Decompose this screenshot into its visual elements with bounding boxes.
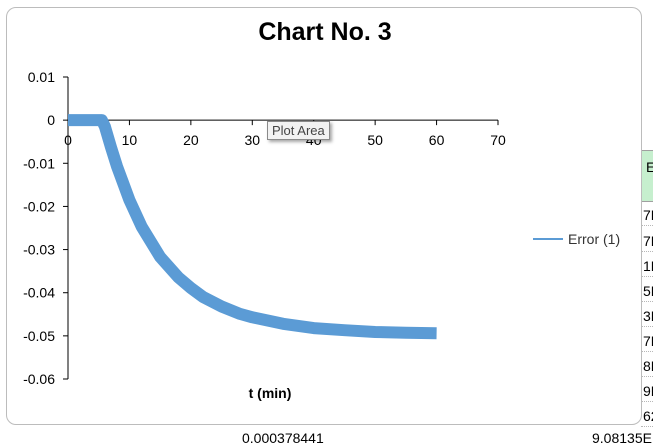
plot-area-tooltip: Plot Area (267, 121, 330, 140)
x-tick-label: 0 (64, 132, 72, 148)
y-tick-label: -0.01 (23, 155, 55, 171)
y-tick-label: -0.02 (23, 198, 55, 214)
series-line-error-1[interactable] (68, 114, 437, 340)
x-tick-label: 70 (490, 132, 506, 148)
spreadsheet-cell[interactable]: 8E (641, 355, 653, 377)
spreadsheet-cell[interactable]: 5E (641, 280, 653, 302)
x-tick-label: 30 (244, 132, 260, 148)
spreadsheet-cell[interactable]: 7E (641, 330, 653, 352)
y-tick-label: -0.03 (23, 242, 55, 258)
spreadsheet-cell[interactable]: 7E (641, 230, 653, 252)
chart-area[interactable] (6, 7, 642, 425)
x-tick-label: 60 (429, 132, 445, 148)
x-tick-label: 10 (122, 132, 138, 148)
x-tick-label: 20 (183, 132, 199, 148)
legend-label: Error (1) (568, 231, 621, 247)
y-tick-label: -0.04 (23, 285, 55, 301)
spreadsheet-cell[interactable]: 62E (641, 405, 653, 427)
chart-title[interactable]: Chart No. 3 (258, 18, 392, 46)
x-axis-title[interactable]: t (min) (248, 385, 292, 401)
legend[interactable]: Error (1) (533, 231, 620, 247)
legend-line-marker (533, 238, 563, 240)
spreadsheet-cell[interactable]: 1E (641, 255, 653, 277)
y-tick-label: -0.05 (23, 328, 55, 344)
spreadsheet-cell[interactable]: 9E (641, 380, 653, 402)
spreadsheet-cell[interactable]: 7E (641, 204, 653, 226)
y-tick-label: 0.01 (28, 69, 55, 85)
x-tick-label: 50 (367, 132, 383, 148)
y-tick-label: 0 (47, 112, 55, 128)
spreadsheet-cell[interactable]: 3E (641, 305, 653, 327)
y-tick-label: -0.06 (23, 371, 55, 387)
